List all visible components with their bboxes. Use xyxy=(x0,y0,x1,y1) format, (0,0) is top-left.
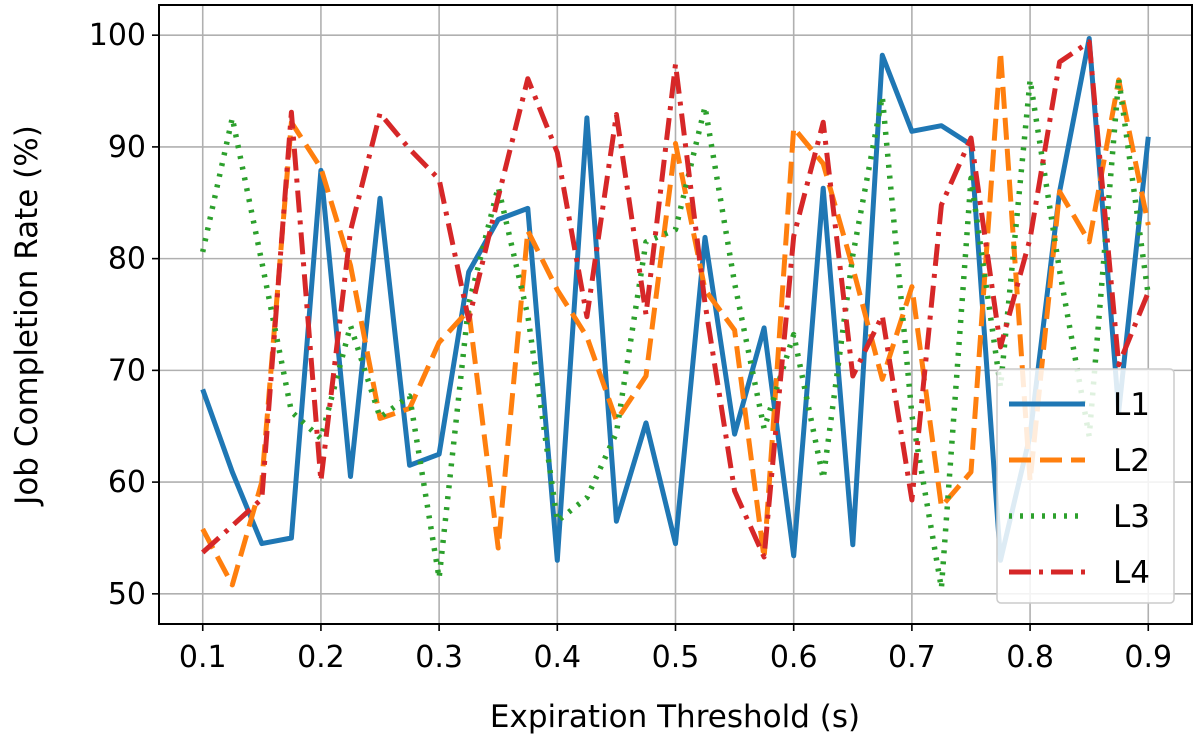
x-tick-label: 0.7 xyxy=(888,640,936,675)
x-tick-label: 0.6 xyxy=(770,640,818,675)
y-axis: 50 60 70 80 90 100 xyxy=(89,18,159,612)
legend-label-l4: L4 xyxy=(1113,555,1150,591)
y-tick-label: 60 xyxy=(108,465,146,500)
y-tick-label: 100 xyxy=(89,18,146,53)
legend-label-l1: L1 xyxy=(1113,387,1150,423)
series-lines xyxy=(200,36,1152,591)
series-line-l1 xyxy=(200,36,1151,563)
x-tick-label: 0.8 xyxy=(1006,640,1054,675)
y-tick-label: 50 xyxy=(108,577,146,612)
legend-label-l3: L3 xyxy=(1113,499,1150,535)
x-tick-label: 0.1 xyxy=(179,640,227,675)
x-tick-label: 0.4 xyxy=(533,640,581,675)
x-tick-label: 0.9 xyxy=(1124,640,1172,675)
series-line-l3 xyxy=(200,75,1152,591)
y-axis-label: Job Completion Rate (%) xyxy=(9,125,45,507)
y-tick-label: 70 xyxy=(108,353,146,388)
x-tick-label: 0.5 xyxy=(652,640,700,675)
x-axis: 0.1 0.2 0.3 0.4 0.5 0.6 0.7 0.8 0.9 xyxy=(179,624,1172,675)
x-tick-label: 0.3 xyxy=(415,640,463,675)
x-tick-label: 0.2 xyxy=(297,640,345,675)
y-tick-label: 80 xyxy=(108,242,146,277)
series-line-l2 xyxy=(200,49,1151,588)
legend: L1 L2 L3 L4 xyxy=(996,368,1175,604)
x-axis-label: Expiration Threshold (s) xyxy=(490,699,860,735)
y-tick-label: 90 xyxy=(108,130,146,165)
legend-box xyxy=(996,368,1175,604)
legend-label-l2: L2 xyxy=(1113,443,1150,479)
